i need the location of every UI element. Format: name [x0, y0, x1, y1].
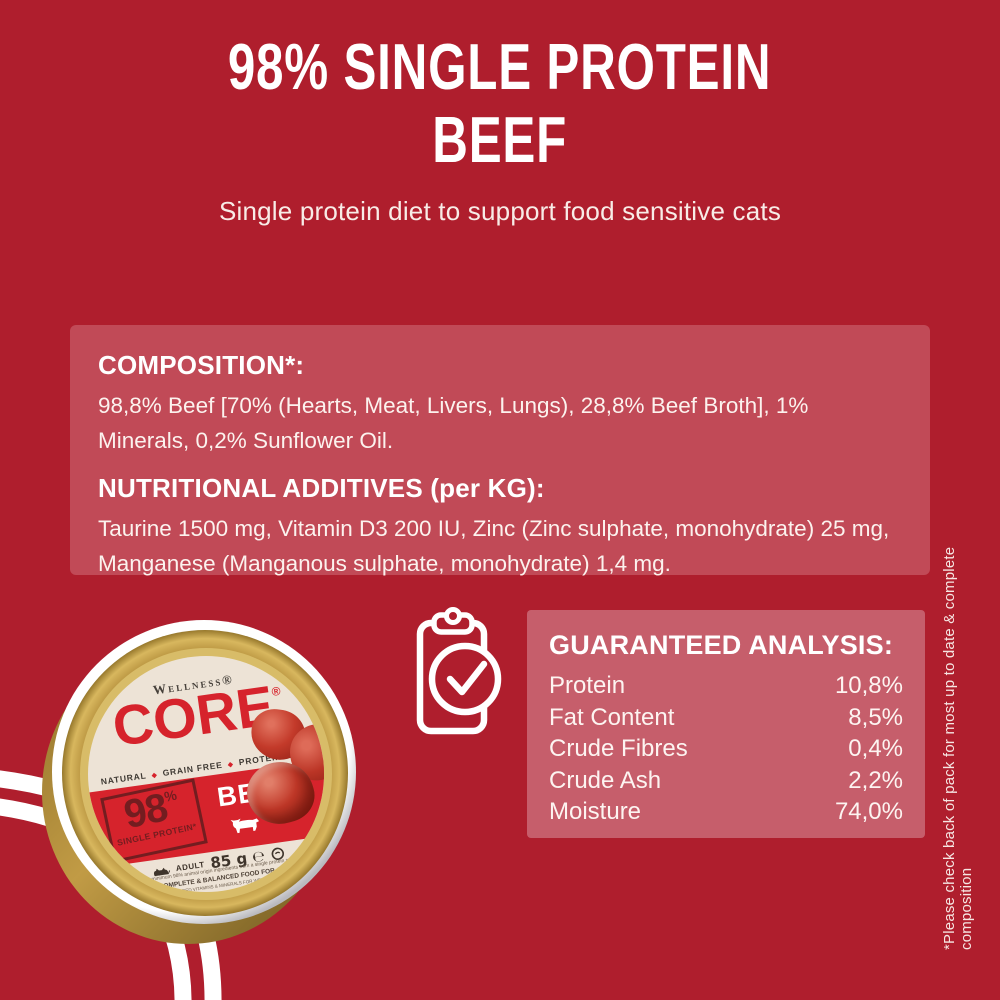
diamond-icon: ◆: [151, 770, 159, 780]
additives-heading: NUTRITIONAL ADDITIVES (per KG):: [98, 473, 545, 503]
analysis-value: 10,8%: [834, 672, 903, 699]
composition-heading: COMPOSITION*:: [98, 350, 305, 380]
can-label: Wellness® CORE® NATURAL ◆ GRAIN FREE ◆ P…: [72, 641, 340, 908]
page-title-line1: 98% SINGLE PROTEIN: [228, 30, 772, 103]
recycling-icon: [271, 847, 284, 860]
cat-icon: [153, 867, 171, 876]
analysis-row: Crude Ash 2,2%: [549, 765, 903, 797]
analysis-label: Crude Ash: [549, 766, 662, 794]
analysis-label: Fat Content: [549, 703, 675, 731]
analysis-row: Crude Fibres 0,4%: [549, 733, 903, 765]
diamond-icon: ◆: [227, 760, 235, 769]
analysis-row: Fat Content 8,5%: [549, 702, 903, 734]
guaranteed-analysis-panel: GUARANTEED ANALYSIS: Protein 10,8% Fat C…: [527, 610, 925, 838]
composition-body: 98,8% Beef [70% (Hearts, Meat, Livers, L…: [98, 393, 809, 453]
analysis-label: Protein: [549, 672, 626, 699]
additives-body: Taurine 1500 mg, Vitamin D3 200 IU, Zinc…: [98, 516, 890, 576]
registered-mark: ®: [270, 683, 282, 699]
cow-icon: [230, 818, 260, 834]
analysis-label: Crude Fibres: [549, 735, 688, 762]
clipboard-check-icon: [416, 607, 502, 735]
page-subtitle: Single protein diet to support food sens…: [218, 196, 782, 226]
analysis-row: Protein 10,8%: [549, 670, 903, 702]
98-percent-stamp: 98% SINGLE PROTEIN*: [100, 778, 208, 863]
analysis-heading: GUARANTEED ANALYSIS:: [549, 630, 894, 660]
analysis-label: Moisture: [549, 798, 642, 825]
checkmark-icon: [446, 660, 488, 696]
analysis-row: Moisture 74,0%: [549, 796, 903, 828]
analysis-value: 2,2%: [848, 766, 903, 794]
analysis-value: 8,5%: [848, 703, 903, 731]
composition-panel: COMPOSITION*: 98,8% Beef [70% (Hearts, M…: [70, 325, 930, 576]
analysis-value: 74,0%: [834, 798, 903, 825]
page-title-line2: BEEF: [432, 103, 568, 176]
flavor-band: 98% SINGLE PROTEIN* BEEF: [72, 756, 340, 872]
can-info-row: ADULT 85 g ℮: [100, 837, 336, 888]
header: 98% SINGLE PROTEIN BEEF Single protein d…: [0, 34, 1000, 227]
analysis-value: 0,4%: [848, 735, 903, 762]
